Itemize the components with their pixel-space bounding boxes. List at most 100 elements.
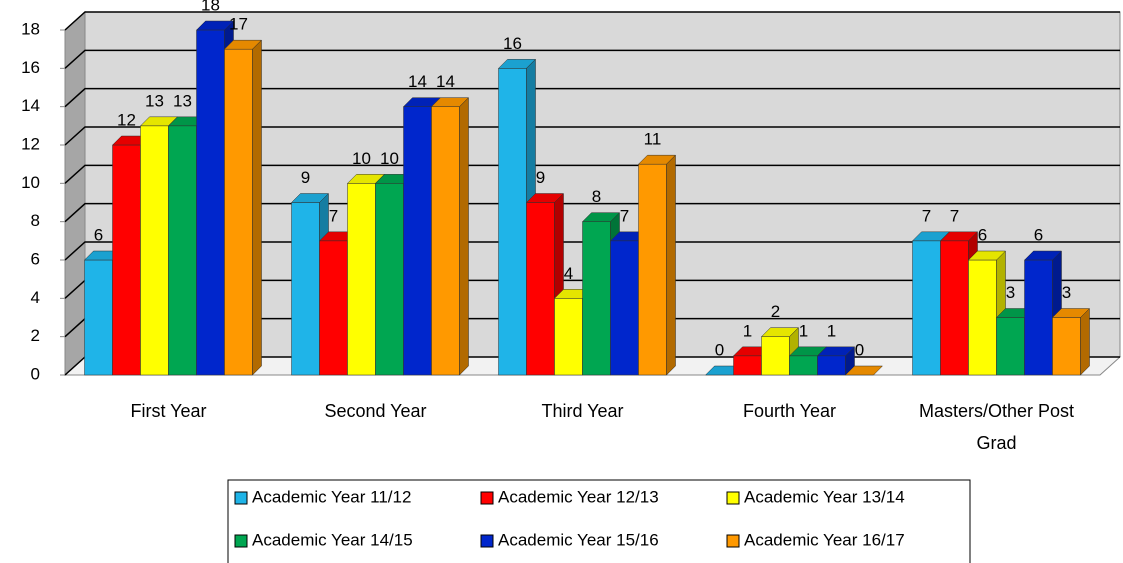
bar-top-shade — [431, 97, 469, 107]
data-label: 6 — [978, 225, 987, 244]
bar — [637, 154, 677, 376]
data-label: 7 — [922, 206, 931, 225]
bar-top-shade — [291, 193, 329, 203]
bar-front — [1024, 259, 1053, 376]
x-tick-label: Masters/Other Post Grad — [918, 401, 1075, 453]
data-label: 7 — [950, 206, 959, 225]
data-label: 2 — [771, 302, 780, 321]
grid-line — [64, 126, 1120, 146]
bar-front — [375, 183, 404, 376]
bar-front — [431, 106, 460, 376]
bar — [430, 97, 470, 376]
data-label: 7 — [329, 206, 338, 225]
y-tick-label: 10 — [21, 173, 40, 192]
data-label: 18 — [201, 0, 220, 14]
bar-top-shade — [1052, 308, 1090, 318]
bar-front — [196, 29, 225, 376]
legend-label: Academic Year 16/17 — [744, 530, 905, 549]
data-label: 9 — [536, 168, 545, 187]
data-label: 1 — [799, 321, 808, 340]
bar-front — [996, 317, 1025, 376]
bar-side — [252, 39, 262, 376]
data-label: 1 — [827, 321, 836, 340]
legend-swatch — [726, 491, 740, 505]
data-label: 14 — [436, 72, 455, 91]
data-label: 1 — [743, 321, 752, 340]
data-label: 0 — [855, 340, 864, 359]
bar-front — [789, 355, 818, 376]
data-label: 12 — [117, 110, 136, 129]
bar — [844, 365, 884, 376]
bar-front — [610, 240, 639, 376]
legend-swatch — [234, 491, 248, 505]
bar-side-shade — [1080, 308, 1090, 375]
x-tick-label: First Year — [130, 401, 207, 421]
bar — [816, 346, 856, 376]
bar — [1051, 307, 1091, 376]
bar-front — [319, 240, 348, 376]
bar-front — [112, 144, 141, 376]
y-tick-label: 2 — [31, 326, 40, 345]
bar-top-shade — [582, 212, 620, 222]
bar-top-shade — [968, 251, 1006, 260]
data-label: 10 — [380, 149, 399, 168]
data-label: 10 — [352, 149, 371, 168]
bar-top-shade — [789, 346, 827, 356]
data-label: 13 — [145, 91, 164, 110]
bar-top-shade — [817, 346, 855, 356]
bar-front — [140, 125, 169, 376]
grid-line — [64, 49, 1120, 69]
bar-front — [526, 202, 555, 376]
data-label: 14 — [408, 72, 427, 91]
bar-top-shade — [761, 327, 799, 337]
data-label: 6 — [1034, 225, 1043, 244]
legend-label: Academic Year 12/13 — [498, 487, 659, 506]
bar-front — [912, 240, 941, 376]
grid-line — [64, 11, 1120, 31]
bar-top-shade — [196, 21, 234, 30]
y-tick-label: 0 — [31, 364, 40, 383]
legend-swatch — [480, 534, 494, 548]
bar-front — [638, 163, 667, 376]
legend-swatch — [234, 534, 248, 548]
bar-front — [582, 221, 611, 376]
x-tick-label: Third Year — [541, 401, 624, 421]
data-label: 8 — [592, 187, 601, 206]
bar-side — [666, 154, 676, 376]
data-label: 3 — [1062, 283, 1071, 302]
bar-side-shade — [666, 155, 676, 375]
bar-front — [84, 259, 113, 376]
data-label: 4 — [564, 264, 573, 283]
bar-front — [817, 355, 846, 376]
bar-top-shade — [347, 174, 385, 184]
bar-top-shade — [845, 366, 883, 375]
legend-label: Academic Year 13/14 — [744, 487, 905, 506]
y-tick-label: 8 — [31, 211, 40, 230]
data-label: 6 — [94, 225, 103, 244]
bar-top-shade — [498, 59, 536, 69]
bar-top-shade — [1024, 251, 1062, 260]
bar-side — [1080, 307, 1090, 376]
data-label: 17 — [229, 15, 248, 34]
legend-label: Academic Year 11/12 — [252, 487, 411, 506]
data-label: 3 — [1006, 283, 1015, 302]
x-tick-label: Second Year — [324, 401, 427, 421]
bar-top-shade — [940, 231, 978, 241]
bar-front — [940, 240, 969, 376]
data-label: 11 — [644, 130, 662, 149]
y-tick-label: 4 — [31, 288, 40, 307]
bar-front — [168, 125, 197, 376]
data-label: 0 — [715, 340, 724, 359]
bar-front — [403, 106, 432, 376]
bar — [223, 39, 263, 376]
bar-side — [873, 365, 883, 376]
data-label: 7 — [620, 206, 629, 225]
bar-top-shade — [140, 116, 178, 126]
legend-label: Academic Year 15/16 — [498, 530, 659, 549]
bar-top-shade — [526, 193, 564, 203]
bar-front — [761, 336, 790, 376]
legend-swatch — [480, 491, 494, 505]
legend-label: Academic Year 14/15 — [252, 530, 413, 549]
x-tick-label: Fourth Year — [742, 401, 837, 421]
